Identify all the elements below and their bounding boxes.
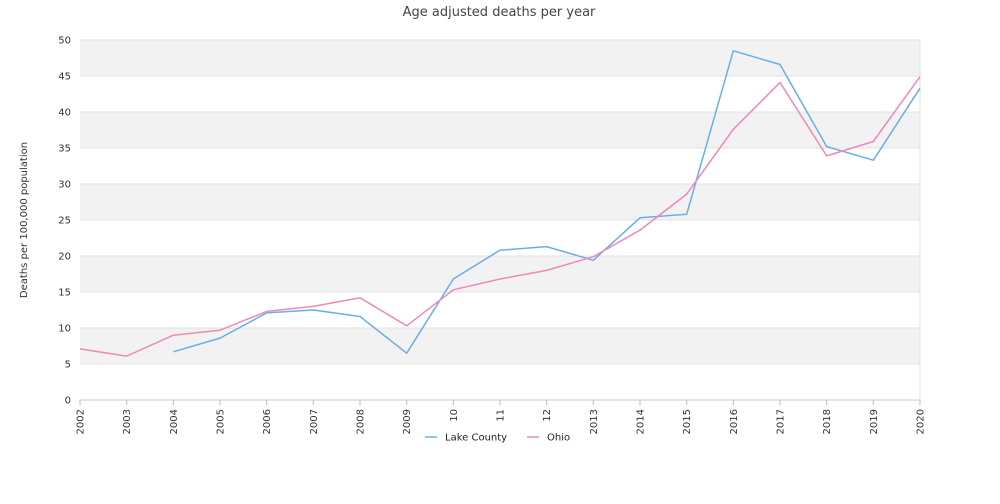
- x-tick-label: 2019: [869, 409, 880, 434]
- data-point[interactable]: [591, 258, 595, 262]
- data-point[interactable]: [871, 158, 875, 162]
- data-point[interactable]: [265, 309, 269, 313]
- data-point[interactable]: [311, 308, 315, 312]
- data-point[interactable]: [405, 351, 409, 355]
- data-point[interactable]: [638, 216, 642, 220]
- x-tick-label: 2015: [682, 409, 693, 434]
- data-point[interactable]: [125, 354, 129, 358]
- x-tick-label: 2016: [729, 409, 740, 434]
- data-point[interactable]: [78, 347, 82, 351]
- data-point[interactable]: [311, 304, 315, 308]
- grid-band: [80, 256, 920, 292]
- y-axis-ticks: 0 5 10 15 20 25 30 35 40 45 50: [58, 36, 71, 407]
- x-tick-label: 12: [542, 409, 553, 422]
- data-point[interactable]: [731, 49, 735, 53]
- legend-label: Ohio: [547, 433, 570, 444]
- x-tick-label: 2014: [636, 409, 647, 434]
- data-point[interactable]: [685, 212, 689, 216]
- data-point[interactable]: [918, 86, 922, 90]
- y-tick-label: 0: [65, 396, 71, 407]
- data-point[interactable]: [358, 314, 362, 318]
- data-point[interactable]: [405, 324, 409, 328]
- legend-item-lake-county[interactable]: Lake County: [425, 433, 507, 444]
- data-point[interactable]: [218, 336, 222, 340]
- y-tick-label: 25: [58, 216, 71, 227]
- data-point[interactable]: [638, 228, 642, 232]
- data-point[interactable]: [545, 268, 549, 272]
- data-point[interactable]: [171, 350, 175, 354]
- data-point[interactable]: [685, 192, 689, 196]
- data-point[interactable]: [451, 277, 455, 281]
- data-point[interactable]: [778, 62, 782, 66]
- series-lines: [78, 49, 922, 358]
- y-tick-label: 10: [58, 324, 71, 335]
- data-point[interactable]: [545, 245, 549, 249]
- chart-title: Age adjusted deaths per year: [403, 5, 596, 20]
- x-tick-label: 2013: [589, 409, 600, 434]
- grid-band: [80, 364, 920, 400]
- x-tick-label: 2018: [822, 409, 833, 434]
- legend-label: Lake County: [445, 433, 507, 444]
- x-tick-label: 2009: [402, 409, 413, 434]
- grid-band: [80, 112, 920, 148]
- grid-band: [80, 76, 920, 112]
- data-point[interactable]: [451, 288, 455, 292]
- data-point[interactable]: [918, 75, 922, 79]
- x-tick-label: 2020: [916, 409, 927, 434]
- grid-band: [80, 328, 920, 364]
- data-point[interactable]: [498, 277, 502, 281]
- grid-band: [80, 292, 920, 328]
- x-tick-label: 2006: [262, 409, 273, 434]
- y-tick-label: 45: [58, 72, 71, 83]
- data-point[interactable]: [871, 140, 875, 144]
- y-tick-label: 35: [58, 144, 71, 155]
- data-point[interactable]: [825, 145, 829, 149]
- x-tick-label: 2005: [216, 409, 227, 434]
- data-point[interactable]: [358, 296, 362, 300]
- y-tick-label: 20: [58, 252, 71, 263]
- x-tick-label: 2002: [76, 409, 87, 434]
- y-tick-label: 30: [58, 180, 71, 191]
- y-axis-title: Deaths per 100,000 population: [19, 142, 30, 298]
- y-tick-label: 50: [58, 36, 71, 47]
- x-axis-ticks: 2002 2003 2004 2005 2006 2007 2008 2009 10 11 12 20…: [76, 400, 927, 434]
- y-tick-label: 40: [58, 108, 71, 119]
- legend-item-ohio[interactable]: Ohio: [527, 433, 570, 444]
- data-point[interactable]: [498, 248, 502, 252]
- y-tick-label: 15: [58, 288, 71, 299]
- data-point[interactable]: [171, 333, 175, 337]
- x-tick-label: 2008: [356, 409, 367, 434]
- data-point[interactable]: [778, 80, 782, 84]
- grid-band: [80, 148, 920, 184]
- series-line-ohio: [79, 76, 921, 357]
- series-line-lake-county: [173, 50, 921, 354]
- data-point[interactable]: [731, 127, 735, 131]
- legend[interactable]: Lake County Ohio: [425, 433, 570, 444]
- grid-band: [80, 184, 920, 220]
- y-tick-label: 5: [65, 360, 71, 371]
- x-tick-label: 10: [449, 409, 460, 422]
- data-point[interactable]: [218, 328, 222, 332]
- x-tick-label: 2003: [122, 409, 133, 434]
- data-point[interactable]: [825, 154, 829, 158]
- x-tick-label: 2017: [776, 409, 787, 434]
- x-tick-label: 2007: [309, 409, 320, 434]
- data-point[interactable]: [591, 255, 595, 259]
- x-tick-label: 11: [496, 409, 507, 422]
- x-tick-label: 2004: [169, 409, 180, 434]
- grid-band: [80, 40, 920, 76]
